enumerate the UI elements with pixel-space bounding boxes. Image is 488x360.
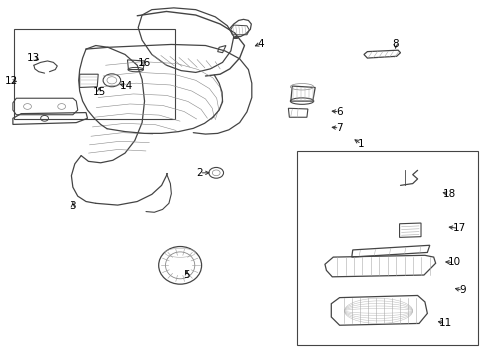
Text: 12: 12 xyxy=(5,76,18,86)
Text: 17: 17 xyxy=(451,224,465,233)
Text: 9: 9 xyxy=(459,285,466,296)
Bar xyxy=(14,30,175,119)
Text: 11: 11 xyxy=(438,319,451,328)
Text: 10: 10 xyxy=(447,257,460,267)
Text: 16: 16 xyxy=(138,58,151,68)
Text: 4: 4 xyxy=(257,39,264,49)
Text: 6: 6 xyxy=(336,107,342,117)
Text: 18: 18 xyxy=(442,189,455,199)
Text: 8: 8 xyxy=(391,40,398,49)
Bar xyxy=(297,151,477,345)
Text: 7: 7 xyxy=(336,123,342,133)
Text: 3: 3 xyxy=(69,201,76,211)
Text: 13: 13 xyxy=(27,53,41,63)
Text: 1: 1 xyxy=(358,139,364,149)
Text: 15: 15 xyxy=(92,87,105,97)
Text: 5: 5 xyxy=(183,270,190,280)
Text: 14: 14 xyxy=(120,81,133,91)
Text: 2: 2 xyxy=(196,168,203,178)
